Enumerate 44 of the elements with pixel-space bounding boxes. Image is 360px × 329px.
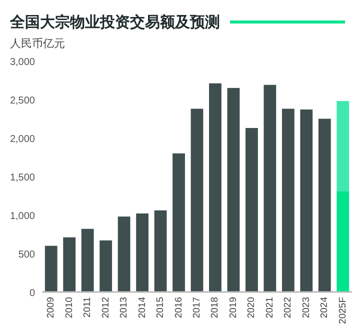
- bar: [300, 110, 313, 292]
- bar: [246, 128, 258, 292]
- x-tick-label: 2024: [319, 297, 330, 318]
- x-tick-label: 2009: [46, 297, 57, 318]
- y-tick-label: 500: [18, 250, 36, 260]
- bar: [336, 191, 350, 292]
- x-tick-label: 2020: [246, 297, 258, 318]
- x-tick-label: 2013: [118, 297, 130, 318]
- bar: [81, 228, 94, 292]
- bar: [154, 210, 167, 292]
- bar: [172, 153, 185, 292]
- x-tick-label: 2021: [264, 297, 276, 318]
- y-axis-title: 人民币亿元: [10, 37, 65, 50]
- x-tick-label: 2011: [82, 297, 94, 318]
- x-tick-label: 2012: [100, 297, 112, 318]
- y-tick-label: 3,000: [10, 57, 36, 68]
- x-tick-label: 2018: [210, 297, 221, 318]
- x-tick-label: 2016: [173, 297, 184, 318]
- bar: [63, 237, 76, 292]
- bar: [336, 101, 350, 192]
- x-tick-label: 2022: [282, 297, 294, 318]
- bar: [227, 88, 240, 292]
- y-tick-label: 2,500: [10, 96, 36, 106]
- bar: [136, 213, 148, 292]
- chart-title: 全国大宗物业投资交易额及预测: [9, 13, 220, 31]
- bar: [264, 84, 276, 292]
- y-tick-label: 1,500: [10, 172, 36, 184]
- bar: [282, 108, 294, 292]
- x-tick-label: 2019: [228, 297, 239, 318]
- bar: [100, 240, 112, 292]
- x-tick-label: 2010: [64, 297, 75, 318]
- y-tick-label: 1,000: [10, 211, 36, 222]
- x-tick-label: 2023: [300, 297, 312, 318]
- bar: [318, 118, 331, 292]
- x-tick-label: 2025F: [337, 296, 348, 324]
- y-tick-label: 2,000: [10, 134, 36, 145]
- bar: [190, 108, 204, 292]
- x-tick-label: 2017: [192, 297, 202, 318]
- bar: [44, 246, 58, 292]
- bar: [118, 216, 130, 292]
- x-tick-label: 2014: [136, 297, 148, 318]
- x-tick-label: 2015: [155, 297, 166, 318]
- y-tick-label: 0: [29, 288, 36, 299]
- bar: [209, 83, 222, 292]
